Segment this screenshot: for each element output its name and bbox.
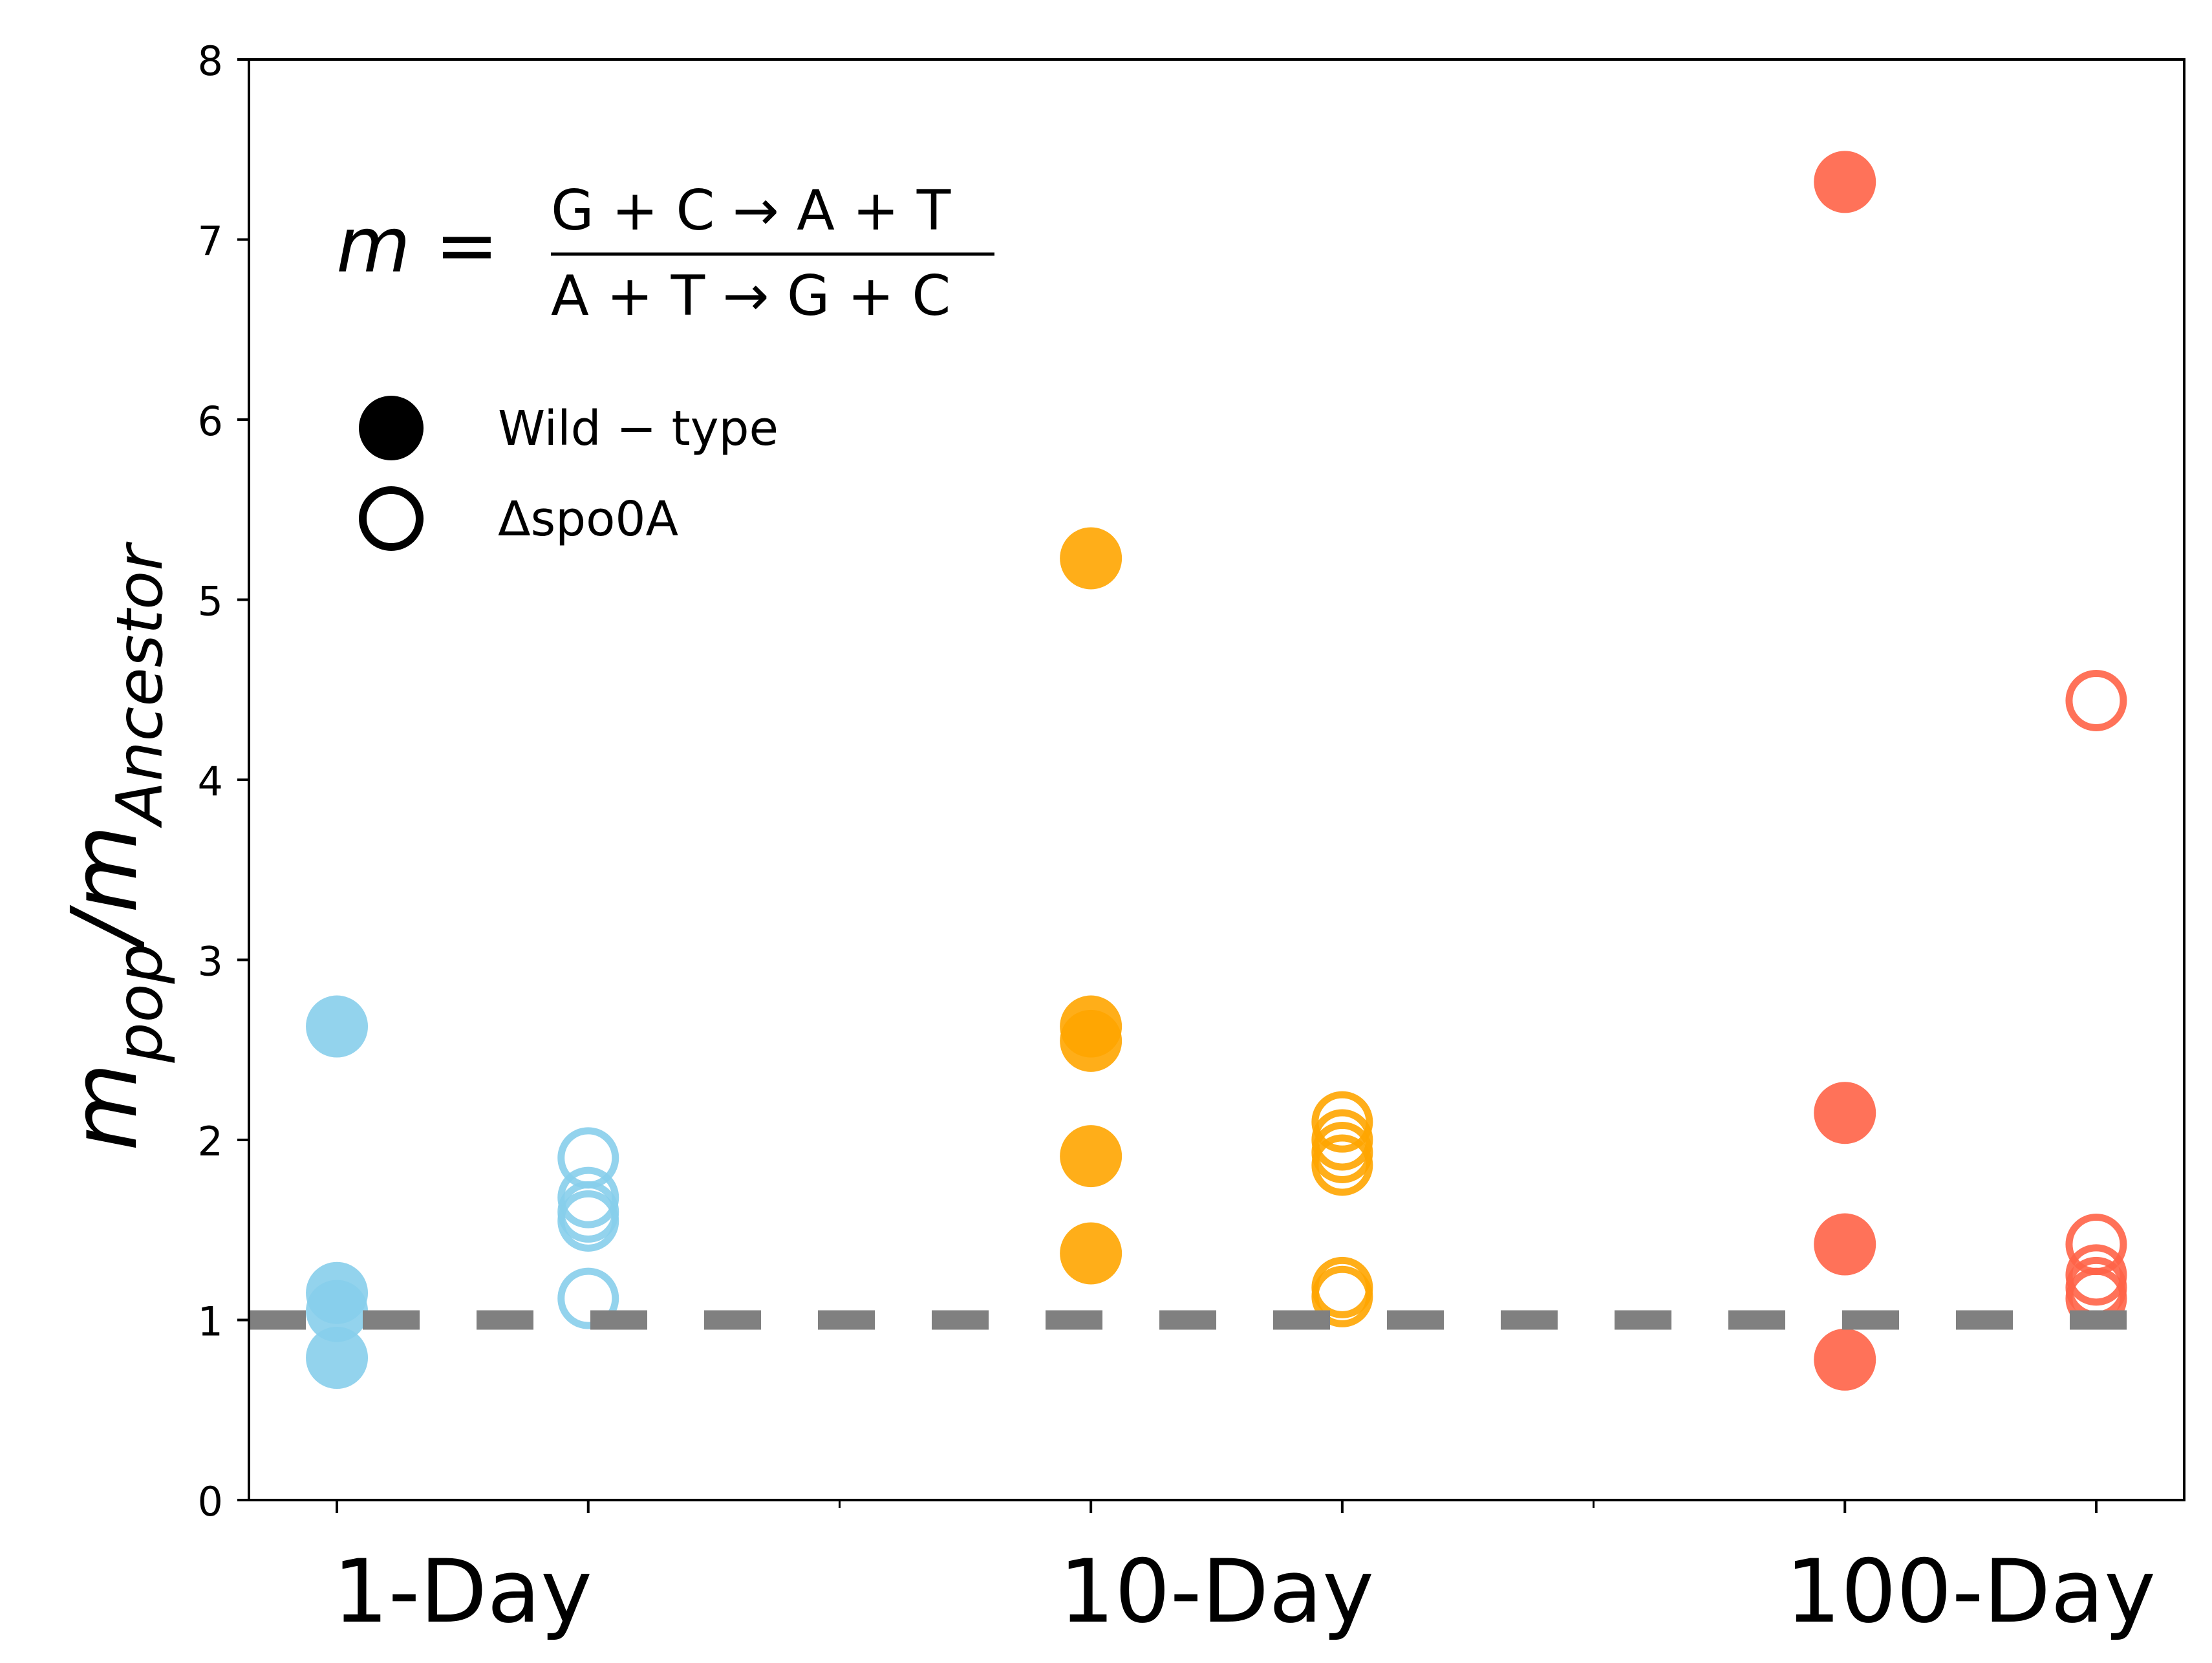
x-axis-group-labels: 1-Day 10-Day 100-Day xyxy=(333,1541,2156,1642)
data-point-open xyxy=(2065,669,2127,731)
y-tick-label: 1 xyxy=(198,1298,223,1346)
legend-open-marker xyxy=(359,486,424,551)
data-point-filled xyxy=(1814,151,1876,213)
x-group-label: 100-Day xyxy=(1785,1541,2156,1642)
data-point-filled xyxy=(1814,1213,1876,1276)
plot-frame xyxy=(248,58,2185,1501)
equation-annotation: m = G + C → A + T A + T → G + C xyxy=(336,178,994,328)
y-tick-label: 4 xyxy=(198,758,223,805)
data-point-filled xyxy=(306,1280,369,1342)
x-group-label: 1-Day xyxy=(333,1541,592,1642)
data-point-open xyxy=(557,1190,619,1252)
legend-label-spo0a: Δspo0A xyxy=(498,491,679,547)
y-axis-label: mpop/mAncestor xyxy=(52,541,177,1151)
y-label-sub-pop: pop xyxy=(103,943,177,1063)
data-point-filled xyxy=(1814,1328,1876,1391)
x-group-label: 10-Day xyxy=(1059,1541,1374,1642)
data-point-open xyxy=(557,1166,619,1228)
y-tick-label: 8 xyxy=(198,38,223,85)
equation-numerator: G + C → A + T xyxy=(551,178,951,243)
data-point-open xyxy=(1311,1134,1373,1196)
data-point-open xyxy=(557,1267,619,1329)
y-tick-label: 2 xyxy=(198,1118,223,1165)
data-points xyxy=(306,151,2127,1391)
y-label-m1: m xyxy=(52,1063,158,1151)
legend-label-wild-type: Wild − type xyxy=(498,401,778,456)
y-tick-label: 0 xyxy=(198,1478,223,1525)
x-axis-ticks xyxy=(336,1500,2098,1513)
data-point-open xyxy=(1311,1091,1373,1153)
data-point-filled xyxy=(1060,527,1122,590)
data-point-filled xyxy=(1060,1125,1122,1188)
data-point-filled xyxy=(306,995,369,1058)
legend: Wild − type Δspo0A xyxy=(359,396,778,551)
data-point-open xyxy=(1311,1265,1373,1327)
y-tick-label: 5 xyxy=(198,578,223,625)
y-tick-label: 7 xyxy=(198,218,223,265)
data-point-filled xyxy=(1814,1082,1876,1144)
legend-filled-marker xyxy=(359,396,424,460)
equation-denominator: A + T → G + C xyxy=(551,264,950,328)
y-tick-label: 3 xyxy=(198,938,223,985)
data-point-filled xyxy=(306,1326,369,1389)
equation-lhs: m = xyxy=(336,200,499,290)
y-label-sub-ancestor: Ancestor xyxy=(103,541,177,829)
data-point-filled xyxy=(1060,1222,1122,1285)
y-axis-ticks: 0 1 2 3 4 5 6 7 8 xyxy=(198,38,249,1525)
y-tick-label: 6 xyxy=(198,398,223,445)
y-label-m2: m xyxy=(52,825,158,913)
data-point-filled xyxy=(1060,1009,1122,1072)
